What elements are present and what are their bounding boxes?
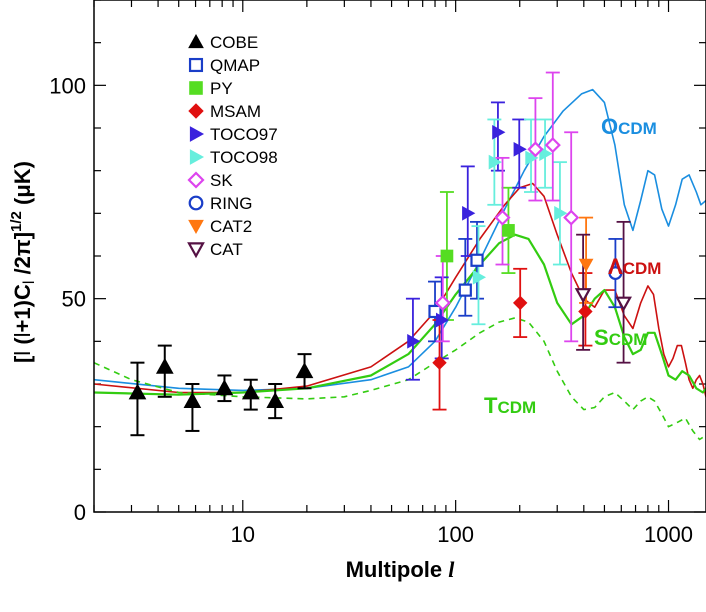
marker-cobe	[215, 379, 234, 396]
model-label-2: SCDM	[594, 325, 647, 350]
marker-cat	[615, 296, 632, 312]
marker-cobe	[183, 392, 202, 408]
x-axis-title: Multipole l	[346, 557, 456, 582]
marker-msam	[578, 304, 593, 319]
marker-toco97	[462, 205, 476, 221]
marker-toco97	[436, 312, 450, 328]
legend-label-qmap: QMAP	[210, 56, 260, 75]
y-axis-title: [l (l+1)Cl /2π]1/2 (μK)	[8, 161, 38, 363]
axis-tick-labels: 10 100 1000 0 50 100	[49, 73, 693, 547]
model-curve-lambdacdm	[94, 182, 706, 398]
legend-marker-py	[189, 81, 203, 95]
marker-cobe	[295, 362, 314, 379]
marker-cat2	[578, 258, 594, 273]
data-markers	[128, 124, 632, 408]
marker-ring	[608, 266, 623, 281]
marker-cobe	[241, 383, 260, 400]
model-curve-scdm	[94, 233, 706, 396]
marker-sk	[563, 209, 580, 226]
legend-marker-qmap	[188, 57, 204, 73]
legend-label-sk: SK	[210, 171, 233, 190]
marker-toco98	[554, 205, 568, 221]
error-bars	[130, 71, 631, 437]
errorbar-sk	[545, 71, 560, 202]
legend-label-cat2: CAT2	[210, 217, 252, 236]
marker-qmap	[470, 253, 484, 267]
legend-marker-cat	[187, 242, 205, 259]
marker-toco98	[525, 150, 539, 166]
legend-label-ring: RING	[210, 194, 253, 213]
legend-marker-msam	[188, 103, 204, 119]
x-tick-label: 1000	[644, 522, 693, 547]
legend-marker-ring	[188, 195, 204, 211]
legend-label-toco97: TOCO97	[210, 125, 278, 144]
model-curve-ocdm	[94, 88, 706, 392]
errorbar-sk	[564, 131, 579, 343]
legend-label-cat: CAT	[210, 240, 243, 259]
marker-toco97	[492, 124, 506, 140]
marker-toco98	[488, 154, 502, 170]
y-tick-label: 0	[74, 500, 86, 525]
x-tick-label: 10	[231, 522, 255, 547]
marker-toco97	[407, 333, 421, 349]
legend-label-msam: MSAM	[210, 102, 261, 121]
y-tick-label: 100	[49, 73, 86, 98]
errorbar-toco97	[512, 118, 527, 189]
marker-cobe	[266, 392, 285, 408]
legend-marker-cobe	[188, 33, 204, 49]
model-label-0: OCDM	[601, 114, 657, 139]
legend-label-toco98: TOCO98	[210, 148, 278, 167]
legend-marker-toco97	[189, 126, 205, 142]
model-label-3: TCDM	[484, 393, 536, 418]
marker-cobe	[155, 357, 174, 374]
model-label-1: ΛCDM	[608, 254, 661, 279]
legend-marker-sk	[187, 171, 205, 189]
model-curve-tcdm	[94, 317, 706, 441]
marker-toco98	[472, 269, 487, 285]
marker-sk	[434, 294, 451, 311]
plot-frame	[93, 0, 706, 513]
model-labels: OCDM ΛCDM SCDM TCDM	[484, 114, 661, 418]
marker-sk	[544, 137, 561, 154]
model-curves	[94, 88, 706, 441]
errorbar-cat	[616, 220, 631, 364]
marker-sk	[494, 209, 511, 226]
marker-toco97	[513, 141, 527, 157]
legend-marker-cat2	[188, 219, 204, 235]
marker-toco98	[539, 146, 553, 161]
marker-cat	[574, 288, 592, 304]
marker-cobe	[128, 383, 147, 400]
marker-sk	[527, 141, 544, 158]
marker-py	[440, 249, 454, 263]
legend-label-cobe: COBE	[210, 33, 258, 52]
marker-qmap	[458, 283, 472, 297]
legend-marker-toco98	[189, 149, 205, 165]
marker-msam	[432, 355, 447, 370]
y-tick-label: 50	[62, 287, 86, 312]
legend-label-py: PY	[210, 79, 233, 98]
x-tick-label: 100	[437, 522, 474, 547]
marker-msam	[512, 295, 528, 311]
legend: COBE QMAP PY MSAM TOCO97 TOCO98 SK RING CAT2 CAT	[187, 33, 278, 259]
marker-qmap	[428, 304, 442, 319]
marker-py	[502, 224, 515, 237]
errorbar-qmap	[458, 238, 473, 317]
